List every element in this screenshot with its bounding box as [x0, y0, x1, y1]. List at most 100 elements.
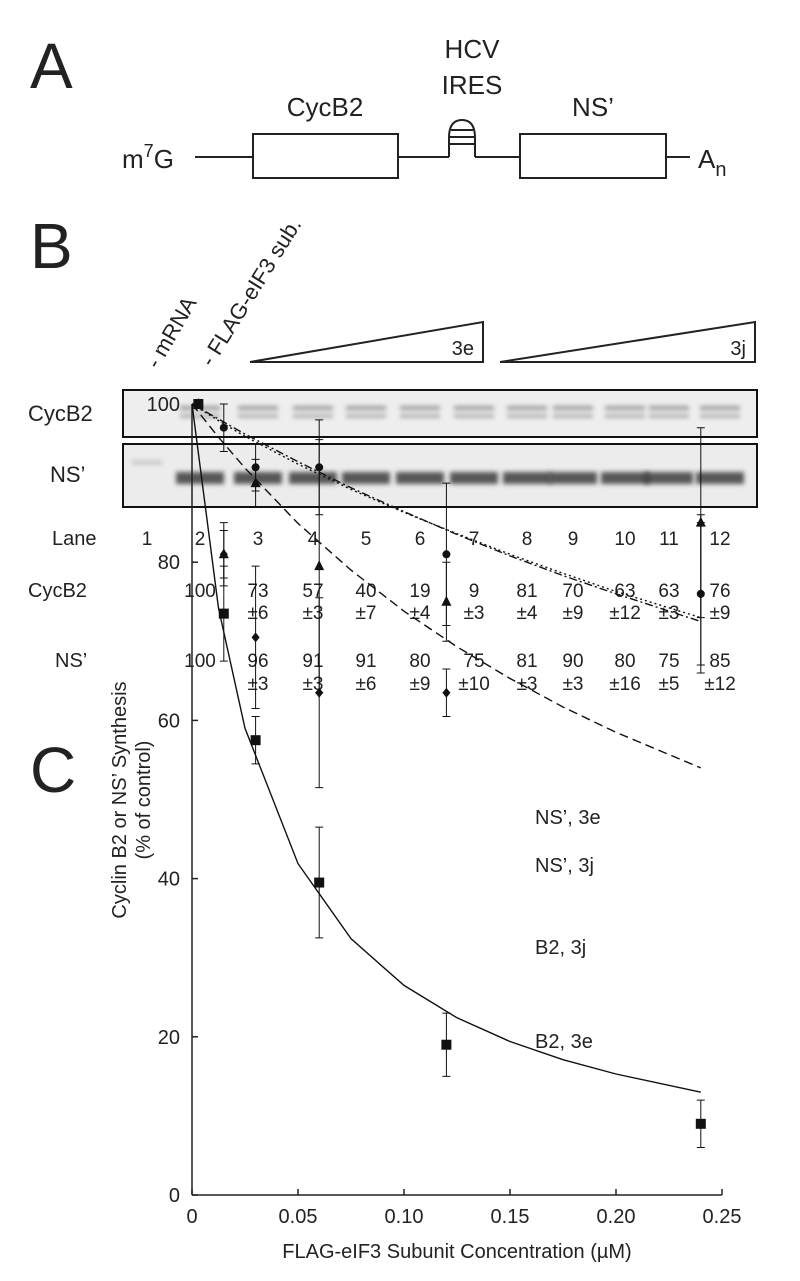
panel-letter: C	[30, 734, 76, 806]
x-tick-label: 0.05	[279, 1206, 318, 1228]
gel-band	[507, 406, 547, 410]
y-axis-title: Cyclin B2 or NS’ Synthesis	[109, 681, 131, 918]
ires-label: IRES	[442, 70, 503, 100]
table-value: 4	[308, 529, 319, 550]
gel-band	[346, 414, 386, 418]
table-value: 9	[568, 529, 579, 550]
ires-hairpin	[448, 118, 476, 157]
table-value: 63	[614, 581, 635, 602]
data-point	[314, 560, 325, 571]
table-value: 80	[614, 651, 635, 672]
table-value: 63	[658, 581, 679, 602]
curve-label: B2, 3j	[535, 937, 586, 959]
table-value: 100	[184, 581, 216, 602]
gel-band	[605, 406, 645, 410]
gel-band	[645, 472, 693, 484]
data-point	[251, 632, 260, 643]
data-point	[441, 1039, 452, 1050]
data-point	[442, 550, 451, 559]
gel-band	[238, 414, 278, 418]
table-value: 85	[709, 651, 730, 672]
tail-n: n	[715, 159, 726, 181]
table-error: ±9	[563, 603, 584, 624]
table-error: ±4	[517, 603, 538, 624]
gradient-triangle	[249, 320, 484, 363]
table-value: 8	[522, 529, 533, 550]
gradient-label: 3e	[452, 338, 474, 360]
panel-letter: A	[30, 30, 73, 102]
y-tick-label: 100	[147, 394, 180, 416]
fit-curve	[191, 403, 702, 623]
x-tick-label: 0.20	[597, 1206, 636, 1228]
curve-label: B2, 3e	[535, 1031, 593, 1053]
gel-band	[342, 472, 390, 484]
gel-band	[238, 406, 278, 410]
gel-band	[450, 472, 498, 484]
gel-band	[454, 406, 494, 410]
table-error: ±16	[609, 674, 641, 695]
data-point	[193, 398, 204, 408]
gel-band	[132, 460, 162, 465]
cap-sup: 7	[144, 141, 154, 161]
gel-band	[549, 472, 597, 484]
y-tick-label: 80	[158, 552, 180, 574]
table-value: 11	[659, 529, 679, 550]
gel-band	[700, 406, 740, 410]
table-value: 70	[562, 581, 583, 602]
gel-band	[293, 414, 333, 418]
gel-strip	[122, 389, 758, 438]
table-error: ±12	[609, 603, 641, 624]
gel-row-label: CycB2	[28, 401, 93, 426]
gel-band	[507, 414, 547, 418]
gel-band	[346, 406, 386, 410]
table-value: 9	[469, 581, 480, 602]
table-row-label: Lane	[52, 528, 97, 550]
table-value: 81	[516, 651, 537, 672]
table-value: 81	[516, 581, 537, 602]
lane-header: - FLAG-eIF3 sub.	[195, 213, 306, 370]
table-value: 80	[409, 651, 430, 672]
x-tick-label: 0.10	[385, 1206, 424, 1228]
fit-curve	[191, 403, 702, 619]
fit-curve	[191, 403, 701, 1093]
table-value: 75	[658, 651, 679, 672]
gel-band	[180, 414, 220, 418]
table-error: ±5	[659, 674, 680, 695]
gel-band	[605, 414, 645, 418]
x-tick-label: 0.15	[491, 1206, 530, 1228]
data-point	[250, 477, 261, 488]
x-axis-title: FLAG-eIF3 Subunit Concentration (µM)	[282, 1241, 631, 1263]
gel-band	[400, 406, 440, 410]
table-error: ±6	[248, 603, 269, 624]
cap-label: m7G	[122, 141, 174, 174]
gel-row-label: NS’	[50, 462, 85, 487]
table-error: ±3	[248, 674, 269, 695]
tail-a: A	[698, 144, 716, 174]
gel-band	[553, 414, 593, 418]
curve-label: NS’, 3j	[535, 855, 594, 877]
table-value: 5	[361, 529, 372, 550]
hcv-label: HCV	[445, 34, 501, 64]
y-tick-label: 60	[158, 710, 180, 732]
gradient-triangle	[499, 320, 756, 363]
x-tick-label: 0.25	[703, 1206, 742, 1228]
table-value: 6	[415, 529, 426, 550]
table-value: 19	[409, 581, 430, 602]
cycb2-label: CycB2	[287, 92, 364, 122]
orf-box	[519, 133, 667, 179]
table-value: 40	[355, 581, 376, 602]
table-error: ±9	[410, 674, 431, 695]
gel-band	[400, 414, 440, 418]
table-value: 2	[195, 529, 206, 550]
table-error: ±3	[303, 603, 324, 624]
gel-band	[553, 406, 593, 410]
data-point	[314, 877, 325, 888]
table-row-label: NS’	[55, 650, 87, 672]
ns-label: NS’	[572, 92, 614, 122]
table-value: 96	[247, 651, 268, 672]
gel-band	[293, 406, 333, 410]
table-value: 90	[562, 651, 583, 672]
table-error: ±3	[563, 674, 584, 695]
